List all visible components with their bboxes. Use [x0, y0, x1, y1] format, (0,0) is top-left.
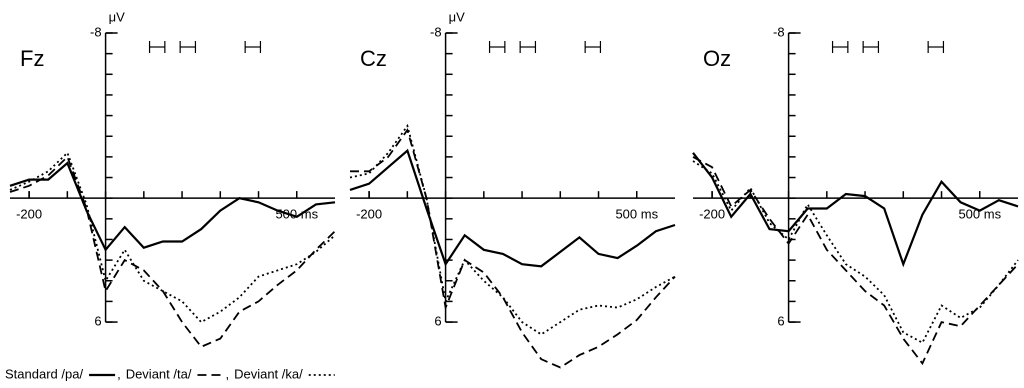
series-line	[350, 127, 676, 369]
panel: -8 6 -200 500 ms Oz	[692, 24, 1019, 366]
x-tick-label: -200	[16, 207, 42, 222]
interval	[862, 41, 880, 53]
series-line	[692, 160, 1019, 344]
y-tick-label: 6	[777, 313, 784, 328]
y-tick-label: 6	[94, 313, 101, 328]
series-line	[349, 123, 676, 336]
panel: -8 6 -200 500 ms Cz μV	[349, 9, 676, 369]
series-line	[692, 156, 1019, 366]
interval	[927, 41, 945, 53]
legend-separator: ,	[117, 366, 121, 381]
x-tick-label: 500 ms	[615, 207, 658, 222]
y-axis-label: μV	[109, 9, 125, 24]
series-line	[349, 148, 676, 268]
x-tick-label: -200	[356, 207, 382, 222]
interval	[179, 41, 197, 53]
legend-label: Deviant /ka/	[234, 366, 303, 381]
series-line	[9, 155, 336, 348]
series-line	[9, 151, 336, 324]
y-axis-label: μV	[449, 9, 465, 24]
x-tick-label: -200	[699, 207, 725, 222]
series-line	[9, 161, 336, 252]
panel-title: Cz	[360, 46, 387, 71]
series-line	[692, 152, 1019, 268]
interval	[488, 41, 506, 53]
interval	[148, 41, 166, 53]
legend-label: Deviant /ta/	[126, 366, 192, 381]
legend-label: Standard /pa/	[5, 366, 83, 381]
x-tick-label: 500 ms	[275, 207, 318, 222]
interval	[584, 41, 602, 53]
y-tick-label: 6	[434, 313, 441, 328]
y-tick-label: -8	[430, 24, 442, 39]
x-tick-label: 500 ms	[958, 207, 1001, 222]
interval	[244, 41, 262, 53]
y-tick-label: -8	[773, 24, 785, 39]
interval	[831, 41, 849, 53]
panel: -8 6 -200 500 ms Fz μV	[9, 9, 336, 348]
panel-title: Oz	[703, 46, 731, 71]
interval	[519, 41, 537, 53]
panel-title: Fz	[20, 46, 44, 71]
y-tick-label: -8	[90, 24, 102, 39]
legend-separator: ,	[225, 366, 229, 381]
